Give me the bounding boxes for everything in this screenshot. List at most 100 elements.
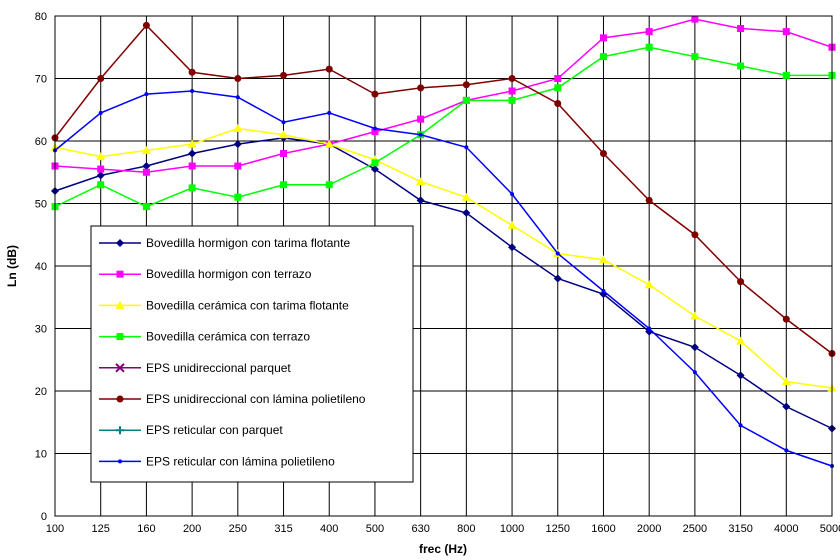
legend-item: EPS unidireccional con lámina polietilen… xyxy=(99,392,366,406)
y-tick-label: 10 xyxy=(35,449,47,461)
legend-items: Bovedilla hormigon con tarima flotante Bo… xyxy=(99,236,366,468)
y-tick-label: 70 xyxy=(35,74,47,86)
data-point xyxy=(142,21,150,29)
legend-item: EPS reticular con lámina polietileno xyxy=(99,454,335,468)
legend-swatch-marker xyxy=(116,270,124,278)
x-tick-label: 630 xyxy=(411,523,429,535)
data-point xyxy=(464,145,469,150)
legend-label: EPS unidireccional parquet xyxy=(146,361,291,375)
legend-label: Bovedilla hormigon con tarima flotante xyxy=(146,236,350,250)
data-point xyxy=(280,150,288,157)
data-point xyxy=(325,181,333,189)
data-point xyxy=(782,71,790,79)
data-point xyxy=(554,84,562,92)
data-point xyxy=(508,75,516,82)
y-axis-title: Ln (dB) xyxy=(5,245,19,287)
legend-label: EPS reticular con lámina polietileno xyxy=(146,454,335,468)
data-point xyxy=(599,34,607,42)
y-tick-label: 80 xyxy=(35,11,47,23)
legend-label: Bovedilla cerámica con terrazo xyxy=(146,330,310,344)
x-tick-label: 800 xyxy=(457,523,475,535)
legend-swatch-marker xyxy=(115,300,125,309)
data-point xyxy=(98,110,103,115)
data-point xyxy=(416,177,426,186)
data-point xyxy=(325,65,333,73)
data-point xyxy=(508,243,517,252)
x-tick-label: 1000 xyxy=(500,523,524,535)
legend-item: EPS unidireccional parquet xyxy=(99,361,291,375)
data-point xyxy=(96,171,105,180)
data-point xyxy=(601,289,606,293)
x-tick-label: 315 xyxy=(274,523,292,535)
x-tick-label: 2500 xyxy=(683,523,707,535)
legend-item: Bovedilla cerámica con terrazo xyxy=(99,330,310,344)
data-point xyxy=(144,92,149,97)
data-point xyxy=(280,181,288,189)
data-point xyxy=(645,196,653,204)
data-point xyxy=(737,62,745,70)
legend-label: EPS unidireccional con lámina polietilen… xyxy=(146,392,366,406)
data-point xyxy=(737,25,745,32)
y-tick-label: 40 xyxy=(35,261,47,273)
data-point xyxy=(738,423,743,428)
y-tick-label: 60 xyxy=(35,136,47,148)
legend-swatch-marker xyxy=(115,363,125,373)
data-point xyxy=(234,162,242,170)
plot-area-border xyxy=(54,15,833,517)
data-point xyxy=(142,203,150,211)
series-line xyxy=(54,127,833,389)
x-tick-label: 100 xyxy=(46,523,64,535)
data-point xyxy=(371,90,379,98)
legend-swatch-marker xyxy=(116,239,124,247)
x-tick-label: 1600 xyxy=(591,523,615,535)
data-point xyxy=(233,124,243,132)
data-point xyxy=(737,278,745,286)
x-tick-label: 160 xyxy=(137,523,155,535)
data-point xyxy=(187,139,197,148)
data-point xyxy=(97,165,105,173)
data-point xyxy=(418,132,423,137)
x-tick-label: 3150 xyxy=(728,523,752,535)
x-tick-label: 1250 xyxy=(546,523,570,535)
x-tick-label: 400 xyxy=(320,523,338,535)
series-0 xyxy=(51,133,836,433)
data-point xyxy=(554,100,562,107)
data-point xyxy=(462,208,471,217)
data-point xyxy=(234,193,242,201)
data-point xyxy=(188,68,196,76)
data-point xyxy=(97,75,105,82)
legend-swatch-marker xyxy=(116,426,124,435)
data-point xyxy=(644,280,654,289)
data-point xyxy=(417,115,425,123)
x-tick-label: 250 xyxy=(229,523,247,535)
data-point xyxy=(692,370,697,375)
series-layer xyxy=(50,15,837,468)
data-point xyxy=(142,162,151,170)
data-point xyxy=(647,326,652,331)
y-tick-label: 0 xyxy=(41,511,47,523)
data-point xyxy=(462,81,470,89)
x-tick-labels: 100 125 160 200 250 315 400 500 630 800 1000 1250 16… xyxy=(46,523,840,535)
data-point xyxy=(599,53,607,61)
y-tick-labels: 0 10 20 30 40 50 60 70 80 xyxy=(35,11,47,523)
x-axis-title: frec (Hz) xyxy=(419,542,467,556)
data-point xyxy=(736,336,746,345)
data-point xyxy=(691,15,699,23)
data-point xyxy=(280,71,288,79)
y-tick-label: 50 xyxy=(35,199,47,211)
data-point xyxy=(371,128,379,136)
data-point xyxy=(97,181,105,189)
data-point xyxy=(324,139,334,148)
data-point xyxy=(188,149,197,158)
data-point xyxy=(142,168,150,176)
data-point xyxy=(691,53,699,61)
data-point xyxy=(598,255,608,264)
x-tick-label: 200 xyxy=(183,523,201,535)
data-point xyxy=(645,43,653,51)
data-point xyxy=(782,315,790,323)
data-point xyxy=(141,145,151,154)
data-point xyxy=(281,120,286,125)
data-point xyxy=(507,220,517,229)
data-point xyxy=(188,162,196,170)
series-line xyxy=(54,46,832,208)
